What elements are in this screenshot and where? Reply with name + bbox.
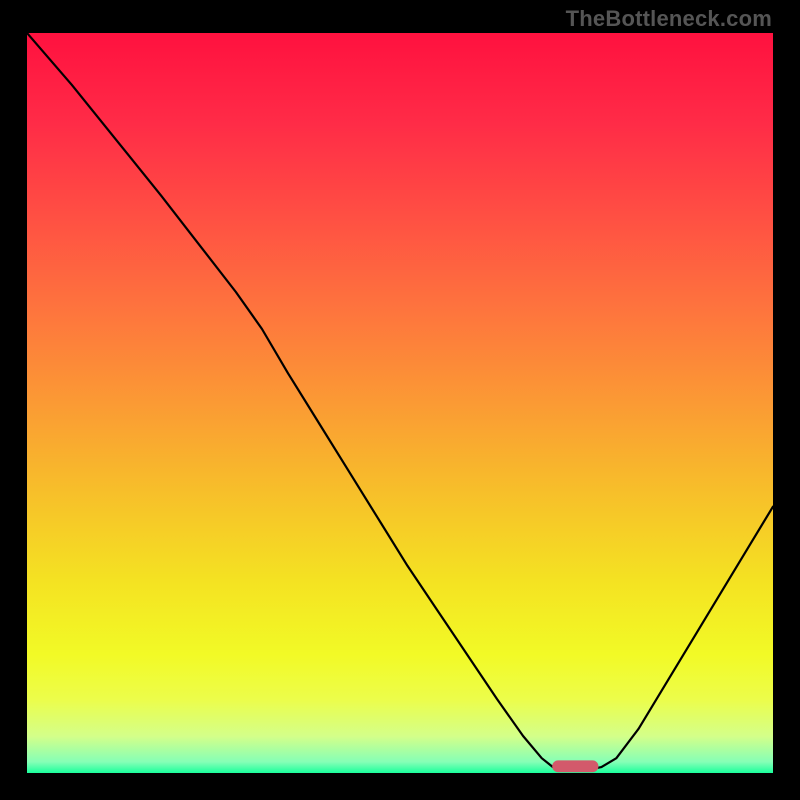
bottleneck-chart — [0, 0, 800, 800]
sweet-spot-marker — [552, 760, 598, 772]
plot-background — [27, 33, 773, 773]
chart-frame: TheBottleneck.com — [0, 0, 800, 800]
watermark-text: TheBottleneck.com — [566, 6, 772, 32]
